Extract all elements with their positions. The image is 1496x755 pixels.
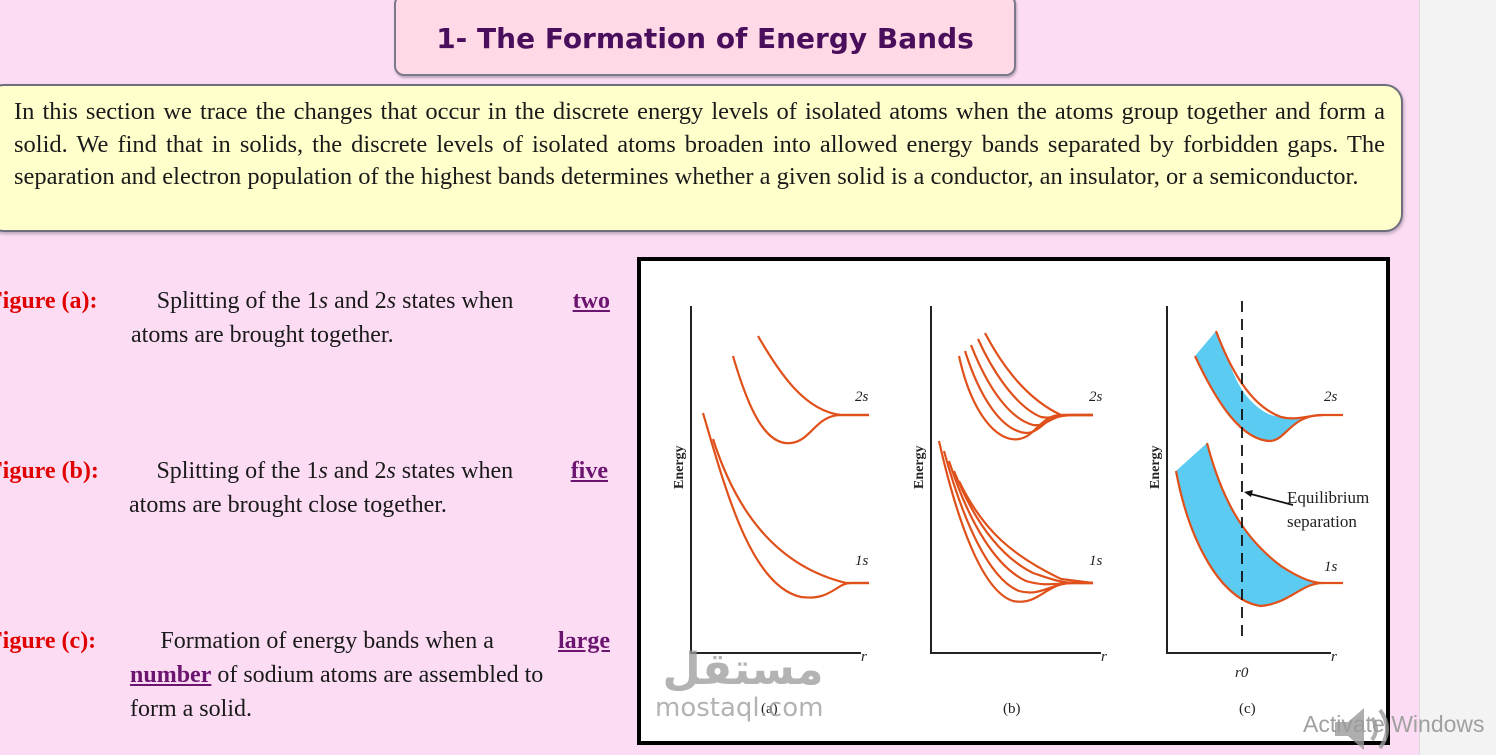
panel-b-1s-label: 1s bbox=[1089, 553, 1103, 569]
panel-a-r-label: r bbox=[861, 649, 867, 665]
figure-a-label: Figure (a): bbox=[0, 288, 98, 314]
figure-c-text-2: number of sodium atoms are assembled to bbox=[130, 662, 544, 688]
equilibrium-label-1: Equilibrium bbox=[1287, 488, 1369, 507]
panel-b-2s-label: 2s bbox=[1089, 389, 1103, 405]
intro-box: In this section we trace the changes tha… bbox=[0, 84, 1403, 232]
figure-c-label: Figure (c): bbox=[0, 628, 97, 654]
equilibrium-label-2: separation bbox=[1287, 512, 1357, 531]
panel-c: Energy r Equilibrium separation r0 2s 1s… bbox=[1148, 301, 1369, 717]
band-2s-fill bbox=[1195, 331, 1343, 441]
figure-a-text-1: Splitting of the 1s and 2s states when bbox=[156, 288, 514, 314]
panel-c-1s-label: 1s bbox=[1324, 559, 1338, 575]
figure-b-caption: Figure (b): Splitting of the 1s and 2s s… bbox=[0, 454, 608, 522]
panel-a-caption: (a) bbox=[761, 701, 778, 717]
panel-a-energy-label: Energy bbox=[672, 445, 687, 489]
figure-c-highlight-2: number bbox=[130, 662, 212, 688]
panel-c-axes bbox=[1166, 306, 1331, 654]
figure-a-highlight: two bbox=[572, 288, 610, 314]
panel-c-energy-label: Energy bbox=[1148, 445, 1163, 489]
energy-band-figure: .ax { stroke:#222; stroke-width:2; fill:… bbox=[637, 257, 1390, 745]
speaker-icon[interactable] bbox=[1330, 700, 1400, 755]
panel-c-2s-label: 2s bbox=[1324, 389, 1338, 405]
panel-b-axes bbox=[930, 306, 1101, 654]
panel-b-energy-label: Energy bbox=[912, 445, 927, 489]
figure-a-caption: Figure (a): Splitting of the 1s and 2s s… bbox=[0, 284, 610, 352]
figure-b-text-1: Splitting of the 1s and 2s states when bbox=[156, 458, 514, 484]
panel-a-axes bbox=[690, 306, 861, 654]
figure-a-text-2: atoms are brought together. bbox=[131, 322, 394, 348]
panel-b: Energy r 2s 1s (b) bbox=[912, 306, 1107, 717]
intro-paragraph: In this section we trace the changes tha… bbox=[14, 98, 1385, 190]
equilibrium-arrow bbox=[1246, 492, 1294, 506]
panel-a: Energy r 2s 1s (a) bbox=[672, 306, 869, 717]
r0-label: r0 bbox=[1235, 665, 1249, 681]
energy-band-diagram: .ax { stroke:#222; stroke-width:2; fill:… bbox=[672, 301, 1369, 717]
panel-a-2s-label: 2s bbox=[855, 389, 869, 405]
figure-b-text-2: atoms are brought close together. bbox=[129, 492, 447, 518]
page-title: 1- The Formation of Energy Bands bbox=[436, 21, 974, 55]
panel-c-r-label: r bbox=[1331, 649, 1337, 665]
figure-c-caption: Figure (c): Formation of energy bands wh… bbox=[0, 624, 610, 726]
panel-b-caption: (b) bbox=[1003, 701, 1021, 717]
watermark: مستقل mostaql.com bbox=[655, 644, 824, 723]
panel-c-caption: (c) bbox=[1239, 701, 1256, 717]
watermark-arabic: مستقل bbox=[662, 644, 824, 695]
title-box: 1- The Formation of Energy Bands bbox=[394, 0, 1016, 76]
watermark-latin: mostaql.com bbox=[655, 693, 824, 723]
figure-c-text-1: Formation of energy bands when a bbox=[160, 628, 494, 654]
panel-b-r-label: r bbox=[1101, 649, 1107, 665]
band-1s-fill bbox=[1176, 443, 1343, 606]
figure-b-highlight: five bbox=[570, 458, 608, 484]
right-scroll-area bbox=[1419, 0, 1496, 755]
panel-a-1s-label: 1s bbox=[855, 553, 869, 569]
activate-windows-notice: Activate Windows bbox=[1303, 711, 1485, 737]
figure-c-highlight: large bbox=[558, 628, 610, 654]
figure-b-label: Figure (b): bbox=[0, 458, 99, 484]
figure-c-text-3: form a solid. bbox=[130, 696, 252, 722]
